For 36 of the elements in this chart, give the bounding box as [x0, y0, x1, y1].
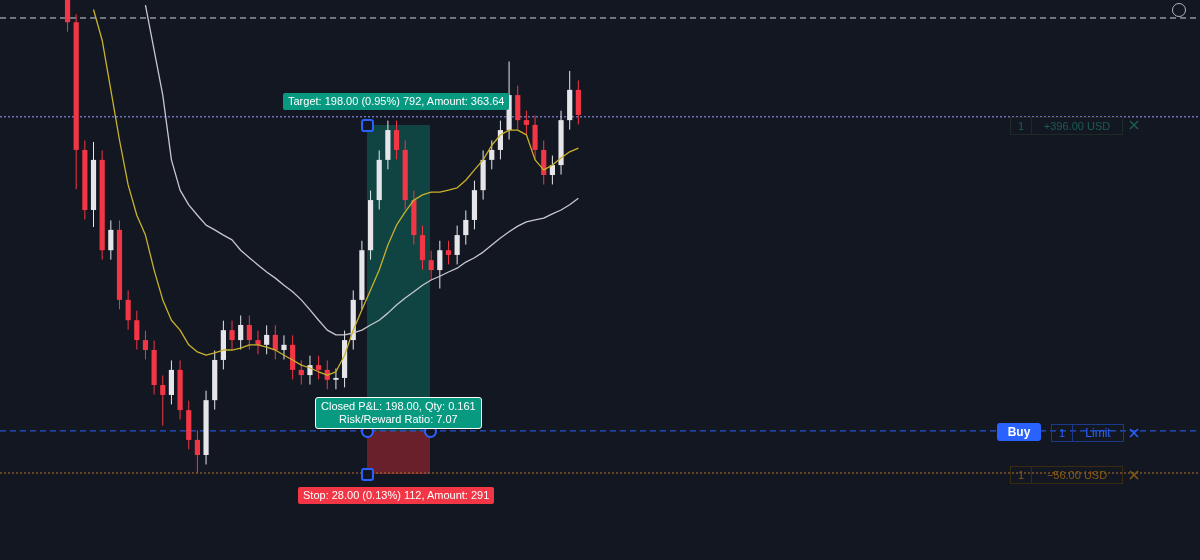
candlestick [160, 375, 166, 427]
text: 1 [1010, 466, 1032, 484]
candlestick [238, 314, 244, 351]
candlestick [281, 334, 287, 360]
candlestick [246, 314, 252, 351]
candlestick [264, 324, 270, 355]
candlestick [134, 310, 140, 351]
text: +396.00 USD [1031, 117, 1123, 135]
candlestick [333, 367, 339, 390]
candlestick [428, 250, 434, 281]
candlestick [463, 209, 469, 246]
candlestick [454, 225, 460, 265]
candlestick [272, 324, 278, 360]
annotation: Closed P&L: 198.00, Qty: 0.161 Risk/Reward Ratio: 7.07 [315, 397, 482, 429]
text: 1 [1010, 117, 1032, 135]
text: Limit [1072, 424, 1124, 442]
text: −56.00 USD [1031, 466, 1123, 484]
candlestick [316, 355, 322, 380]
text: 1 [1051, 424, 1073, 442]
text: Stop: 28.00 (0.13%) 112, Amount: 291 [298, 487, 495, 504]
candlestick [437, 240, 443, 290]
candlestick [298, 359, 304, 386]
candlestick [393, 120, 400, 160]
candlestick [229, 320, 235, 351]
candlestick [142, 330, 149, 360]
candlestick [523, 110, 529, 135]
candlestick [489, 139, 495, 170]
annotation: Target: 198.00 (0.95%) 792, Amount: 363.64 [283, 93, 510, 110]
candlestick [194, 429, 200, 474]
candlestick [108, 219, 114, 261]
candlestick [64, 0, 71, 33]
candlestick [125, 289, 131, 331]
candlestick [255, 330, 261, 355]
text: Buy [997, 423, 1041, 441]
candlestick [307, 355, 313, 386]
candlestick [445, 240, 452, 265]
